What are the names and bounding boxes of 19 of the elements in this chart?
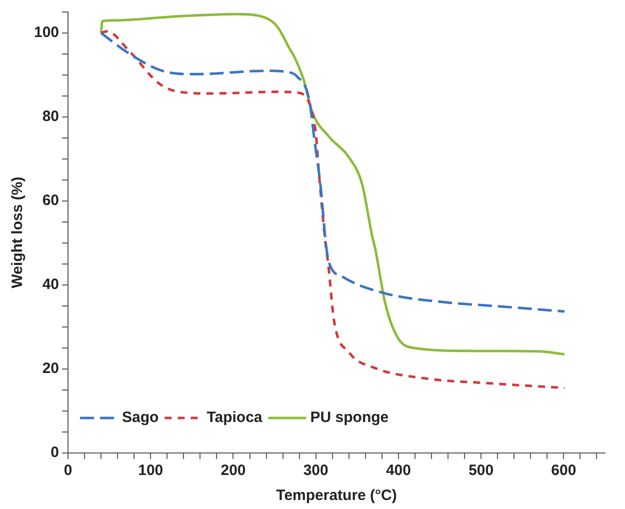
- x-axis-title: Temperature (°C): [276, 487, 397, 504]
- y-tick-label: 0: [50, 444, 60, 462]
- y-tick-label: 100: [34, 24, 60, 42]
- x-tick-label: 600: [551, 462, 576, 480]
- legend-label: Sago: [122, 409, 159, 426]
- line-series: [100, 32, 566, 313]
- y-tick-label: 80: [42, 108, 60, 126]
- x-tick-label: 500: [468, 462, 494, 480]
- x-tick-label: 200: [220, 462, 246, 480]
- y-tick-label: 40: [42, 276, 60, 294]
- x-tick-label: 400: [386, 462, 411, 480]
- legend-label: PU sponge: [310, 409, 389, 426]
- y-tick-label: 60: [42, 192, 60, 210]
- legend-label: Tapioca: [206, 409, 263, 426]
- y-tick-label: 20: [42, 360, 60, 378]
- y-axis-title: Weight loss (%): [9, 176, 26, 288]
- x-tick-label: 0: [64, 462, 72, 480]
- x-tick-label: 100: [138, 462, 164, 480]
- x-tick-label: 300: [303, 462, 328, 480]
